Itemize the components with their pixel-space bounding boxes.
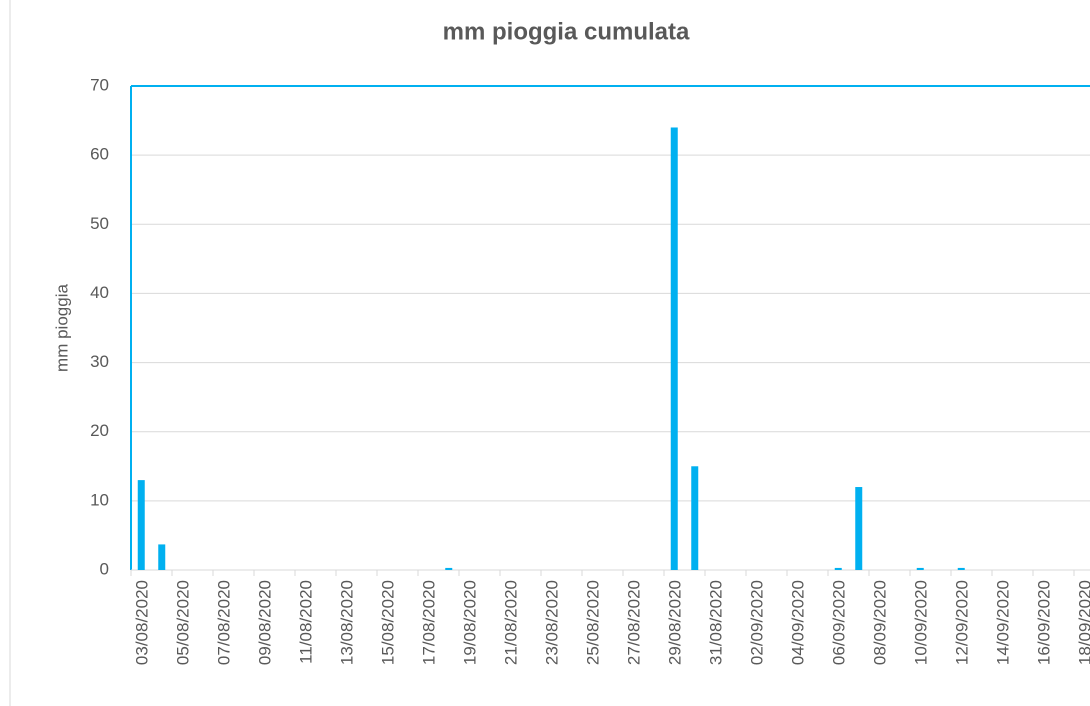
bar bbox=[137, 480, 145, 570]
x-tick-label: 19/08/2020 bbox=[461, 580, 480, 665]
x-tick-label: 10/09/2020 bbox=[912, 580, 931, 665]
x-tick-label: 27/08/2020 bbox=[625, 580, 644, 665]
x-tick-label: 09/08/2020 bbox=[256, 580, 275, 665]
x-tick-label: 29/08/2020 bbox=[666, 580, 685, 665]
bar bbox=[957, 567, 965, 570]
x-tick-label: 11/08/2020 bbox=[297, 580, 316, 664]
y-tick-label: 40 bbox=[90, 283, 109, 302]
x-tick-label: 02/09/2020 bbox=[748, 580, 767, 665]
y-tick-label: 60 bbox=[90, 145, 109, 164]
y-tick-label: 0 bbox=[100, 559, 109, 578]
bar bbox=[158, 544, 166, 570]
x-tick-label: 21/08/2020 bbox=[502, 580, 521, 665]
x-tick-label: 07/08/2020 bbox=[215, 580, 234, 665]
x-tick-label: 18/09/2020 bbox=[1076, 580, 1090, 665]
x-tick-label: 03/08/2020 bbox=[133, 580, 152, 665]
x-tick-label: 23/08/2020 bbox=[543, 580, 562, 665]
x-tick-label: 31/08/2020 bbox=[707, 580, 726, 665]
x-tick-label: 25/08/2020 bbox=[584, 580, 603, 665]
bar bbox=[916, 567, 924, 570]
x-tick-label: 12/09/2020 bbox=[953, 580, 972, 665]
y-axis-label: mm pioggia bbox=[52, 284, 71, 372]
x-tick-label: 16/09/2020 bbox=[1035, 580, 1054, 665]
y-tick-label: 70 bbox=[90, 75, 109, 94]
y-tick-label: 20 bbox=[90, 421, 109, 440]
x-tick-label: 14/09/2020 bbox=[994, 580, 1013, 665]
x-tick-label: 15/08/2020 bbox=[379, 580, 398, 665]
bar bbox=[691, 466, 699, 570]
x-tick-label: 06/09/2020 bbox=[830, 580, 849, 665]
x-tick-label: 08/09/2020 bbox=[871, 580, 890, 665]
x-tick-label: 13/08/2020 bbox=[338, 580, 357, 665]
chart-title: mm pioggia cumulata bbox=[443, 18, 690, 45]
x-tick-label: 05/08/2020 bbox=[174, 580, 193, 665]
bar bbox=[670, 127, 678, 570]
bar bbox=[834, 567, 842, 570]
x-tick-label: 04/09/2020 bbox=[789, 580, 808, 665]
y-tick-label: 10 bbox=[90, 490, 109, 509]
x-tick-label: 17/08/2020 bbox=[420, 580, 439, 665]
y-tick-label: 50 bbox=[90, 214, 109, 233]
bar bbox=[855, 487, 863, 570]
bar bbox=[445, 567, 453, 570]
y-tick-label: 30 bbox=[90, 352, 109, 371]
